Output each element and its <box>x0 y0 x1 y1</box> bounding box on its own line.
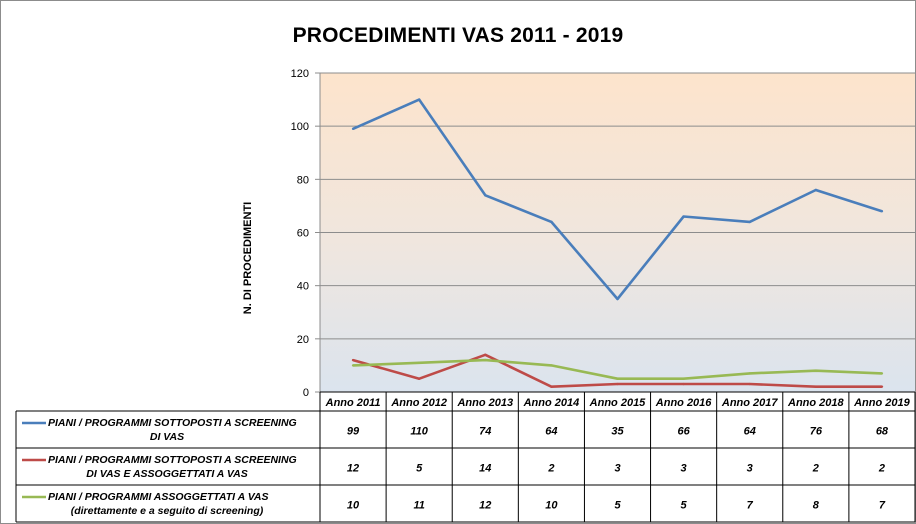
data-point <box>484 353 487 356</box>
data-point <box>616 377 619 380</box>
data-point <box>351 358 355 362</box>
data-label: 64 <box>744 426 756 438</box>
data-point <box>417 98 421 101</box>
data-label: 8 <box>813 500 820 512</box>
data-label: 12 <box>347 463 359 475</box>
category-label: Anno 2012 <box>390 397 447 409</box>
data-label: 3 <box>614 463 620 475</box>
category-label: Anno 2019 <box>853 397 911 409</box>
category-label: Anno 2016 <box>655 397 713 409</box>
data-label: 5 <box>614 500 621 512</box>
data-point <box>616 297 619 301</box>
data-point <box>880 210 884 213</box>
y-tick-label: 100 <box>291 121 309 133</box>
data-point <box>880 372 884 375</box>
data-label: 2 <box>812 463 819 475</box>
data-point <box>814 369 818 372</box>
data-point <box>351 364 355 367</box>
data-point <box>484 358 487 362</box>
legend-entry-3: (direttamente e a seguito di screening) <box>71 505 264 517</box>
data-point <box>880 385 884 388</box>
data-label: 5 <box>681 500 688 512</box>
data-label: 7 <box>879 500 886 512</box>
legend-entry-1: DI VAS <box>150 431 184 443</box>
chart-title: PROCEDIMENTI VAS 2011 - 2019 <box>292 24 624 47</box>
y-tick-label: 40 <box>297 281 309 293</box>
data-label: 35 <box>611 426 624 438</box>
data-label: 76 <box>810 426 823 438</box>
y-tick-label: 0 <box>303 387 309 399</box>
data-label: 14 <box>479 463 491 475</box>
data-label: 10 <box>347 500 360 512</box>
data-label: 110 <box>410 426 428 438</box>
legend-entry-3: PIANI / PROGRAMMI ASSOGGETTATI A VAS <box>48 491 269 503</box>
data-label: 2 <box>547 463 554 475</box>
legend-entry-1: PIANI / PROGRAMMI SOTTOPOSTI A SCREENING <box>48 417 297 429</box>
y-tick-label: 80 <box>297 174 309 186</box>
data-label: 99 <box>347 426 360 438</box>
data-point <box>748 372 751 375</box>
data-point <box>682 377 685 380</box>
data-label: 66 <box>677 426 690 438</box>
data-point <box>417 377 421 380</box>
data-label: 7 <box>747 500 754 512</box>
data-label: 3 <box>747 463 753 475</box>
legend-entry-2: PIANI / PROGRAMMI SOTTOPOSTI A SCREENING <box>48 454 297 466</box>
data-point <box>550 364 553 367</box>
category-label: Anno 2015 <box>589 397 647 409</box>
data-point <box>748 220 751 224</box>
data-point <box>682 382 685 386</box>
data-point <box>748 382 751 386</box>
data-point <box>484 194 487 197</box>
y-tick-label: 120 <box>291 68 309 80</box>
data-point <box>550 385 553 388</box>
data-label: 5 <box>416 463 423 475</box>
data-point <box>682 215 685 218</box>
data-point <box>417 361 421 364</box>
y-tick-label: 60 <box>297 228 309 240</box>
category-label: Anno 2011 <box>325 397 381 409</box>
data-label: 10 <box>545 500 558 512</box>
legend-entry-2: DI VAS E ASSOGGETTATI A VAS <box>86 468 247 480</box>
data-label: 12 <box>479 500 491 512</box>
data-label: 11 <box>413 500 424 512</box>
category-label: Anno 2014 <box>523 397 580 409</box>
data-point <box>814 385 818 388</box>
data-point <box>814 188 818 192</box>
data-point <box>550 220 553 224</box>
data-label: 74 <box>479 426 491 438</box>
category-label: Anno 2013 <box>456 397 513 409</box>
data-point <box>351 127 355 131</box>
data-label: 68 <box>876 426 889 438</box>
data-label: 64 <box>545 426 557 438</box>
data-point <box>616 382 619 386</box>
data-label: 2 <box>878 463 885 475</box>
data-label: 3 <box>681 463 687 475</box>
y-tick-label: 20 <box>297 334 309 346</box>
category-label: Anno 2017 <box>721 397 779 409</box>
category-label: Anno 2018 <box>787 397 845 409</box>
